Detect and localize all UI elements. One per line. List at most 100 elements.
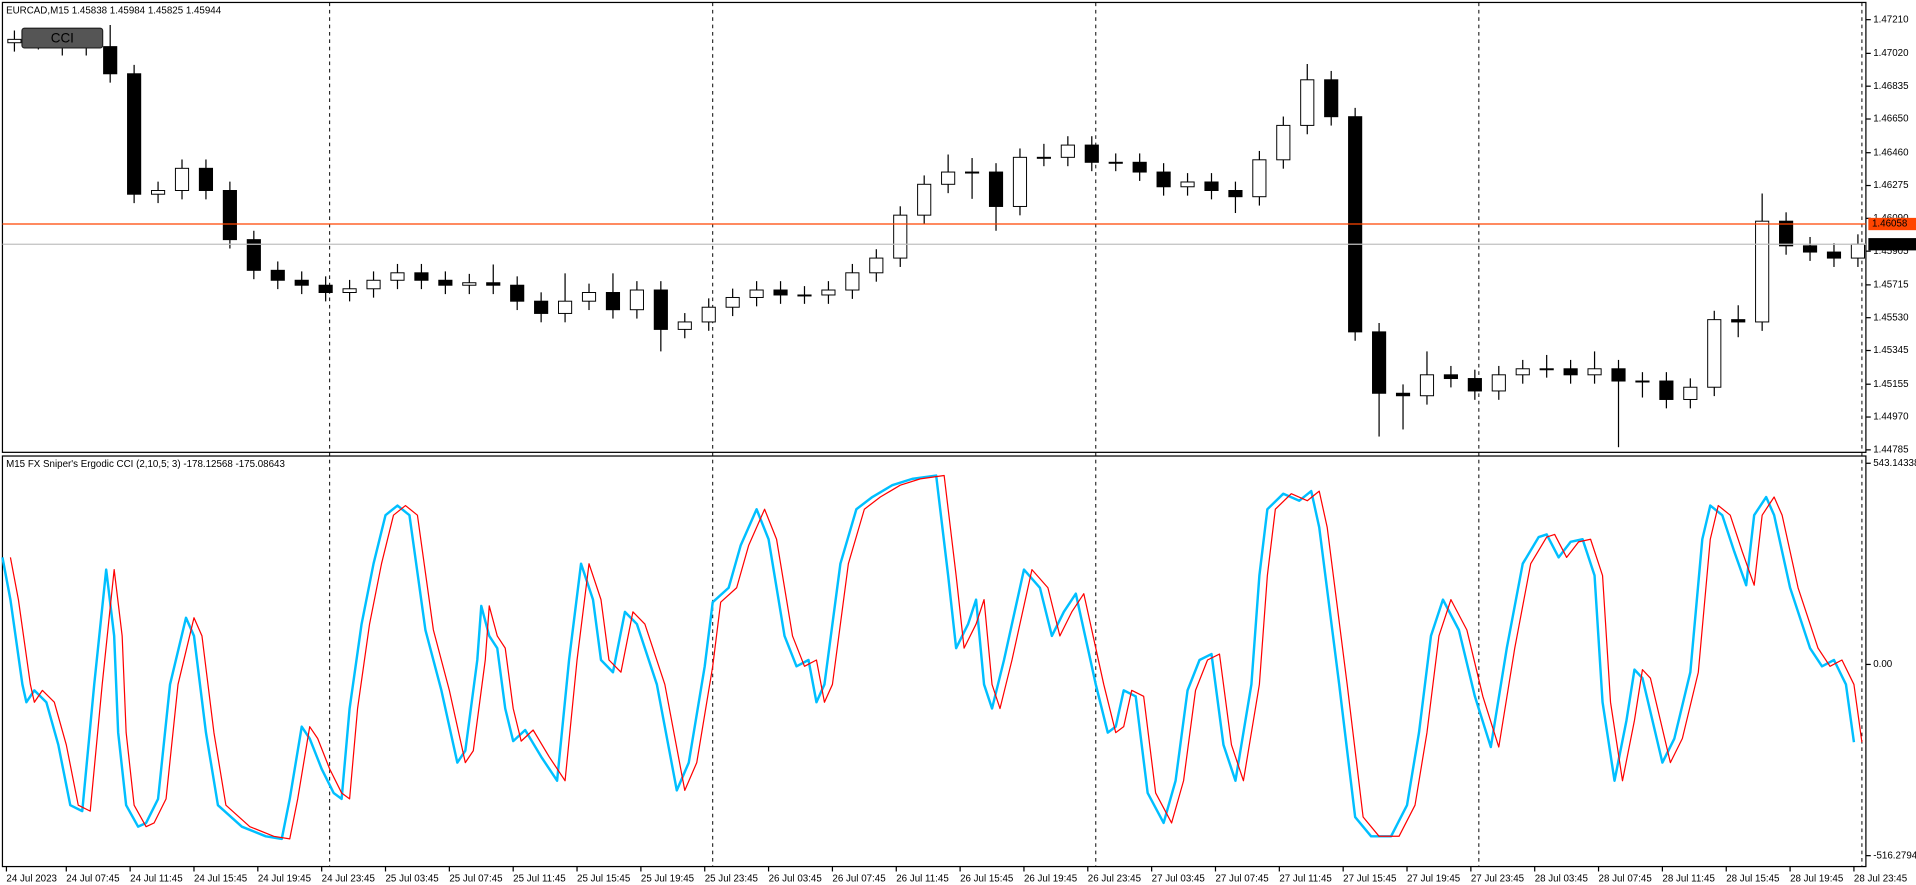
indicator-panel <box>1 455 1867 868</box>
x-tick-label: 28 Jul 15:45 <box>1726 873 1780 884</box>
candle-body <box>797 294 812 297</box>
x-tick-label: 26 Jul 07:45 <box>832 873 886 884</box>
candle-body <box>366 279 381 290</box>
x-tick-label: 28 Jul 07:45 <box>1599 873 1653 884</box>
x-tick-label: 27 Jul 19:45 <box>1407 873 1461 884</box>
y-tick-label: 1.45530 <box>1873 312 1909 323</box>
y-tick-label: 1.45905 <box>1873 246 1909 257</box>
candle-body <box>318 284 333 293</box>
candle-body <box>486 282 501 286</box>
candle-body <box>1180 181 1195 188</box>
candle-body <box>294 279 309 286</box>
y-tick-label: 1.46650 <box>1873 114 1909 125</box>
candle-body <box>1683 386 1698 400</box>
candle-body <box>510 284 525 302</box>
indicator-button-label[interactable]: CCI <box>51 30 74 45</box>
x-tick-label: 24 Jul 07:45 <box>66 873 120 884</box>
x-tick-label: 24 Jul 23:45 <box>322 873 376 884</box>
x-tick-label: 27 Jul 23:45 <box>1471 873 1525 884</box>
x-tick-label: 27 Jul 15:45 <box>1343 873 1397 884</box>
candle-body <box>342 288 357 293</box>
x-tick-label: 28 Jul 11:45 <box>1662 873 1715 884</box>
candle-body <box>1443 374 1458 380</box>
candle-body <box>725 296 740 308</box>
candle-body <box>198 167 214 191</box>
y-tick-label: 1.46275 <box>1873 180 1909 191</box>
candle-body <box>1491 374 1506 392</box>
candle-body <box>1731 319 1746 323</box>
y-tick-label: 1.44970 <box>1873 412 1909 423</box>
candle-body <box>1132 161 1147 173</box>
indicator-line <box>9 474 1863 840</box>
candle-body <box>1156 171 1171 188</box>
candle-body <box>1755 220 1770 323</box>
candle-body <box>174 167 190 191</box>
y-tick-label: 1.46460 <box>1873 147 1909 158</box>
candle-body <box>917 183 932 216</box>
x-tick-label: 25 Jul 11:45 <box>513 873 566 884</box>
x-tick-label: 26 Jul 15:45 <box>960 873 1014 884</box>
candle-body <box>1850 243 1865 259</box>
candle-body <box>438 279 453 286</box>
x-tick-label: 24 Jul 11:45 <box>130 873 183 884</box>
candle-body <box>1467 378 1482 392</box>
candle-body <box>270 269 285 281</box>
candle-body <box>653 289 668 330</box>
candle-body <box>246 239 261 271</box>
candle-body <box>1826 251 1842 259</box>
candle-body <box>893 214 908 259</box>
candle-body <box>1659 380 1674 400</box>
x-tick-label: 26 Jul 19:45 <box>1024 873 1078 884</box>
candle-body <box>1611 368 1626 382</box>
candle-body <box>1108 161 1123 164</box>
y-tick-label: 1.46835 <box>1873 81 1909 92</box>
y-tick-label: 0.00 <box>1873 659 1893 670</box>
candle-body <box>1587 368 1602 376</box>
indicator-button[interactable] <box>21 27 104 49</box>
candle-body <box>222 190 237 241</box>
candle-body <box>1300 79 1315 126</box>
candle-body <box>1252 159 1267 198</box>
candle-body <box>1539 368 1554 371</box>
candle-body <box>1779 220 1794 247</box>
candle-body <box>462 282 477 286</box>
x-tick-label: 26 Jul 23:45 <box>1088 873 1142 884</box>
y-tick-label: 1.45155 <box>1873 379 1909 390</box>
candle-body <box>581 292 597 302</box>
x-tick-label: 25 Jul 07:45 <box>449 873 503 884</box>
candle-body <box>941 171 956 185</box>
candle-body <box>1324 79 1339 118</box>
candle-body <box>557 300 573 314</box>
price-panel <box>1 1 1867 453</box>
price-label: 1.46058 <box>1872 219 1908 230</box>
y-tick-label: 543.14338 <box>1873 458 1916 469</box>
candle-body <box>629 289 644 311</box>
candle-body <box>103 46 118 75</box>
x-tick-label: 28 Jul 19:45 <box>1790 873 1844 884</box>
candle-body <box>127 73 142 195</box>
indicator-line <box>1 474 1856 841</box>
price-label-box <box>1868 217 1916 231</box>
candle-body <box>1276 124 1291 161</box>
y-tick-label: 1.47020 <box>1873 48 1909 59</box>
candle-body <box>749 289 764 298</box>
y-tick-label: 1.47210 <box>1873 14 1909 25</box>
x-tick-label: 25 Jul 15:45 <box>577 873 631 884</box>
y-tick-label: -516.27943 <box>1873 850 1916 861</box>
candle-body <box>1012 156 1028 207</box>
candle-body <box>869 257 884 274</box>
x-tick-label: 24 Jul 19:45 <box>258 873 312 884</box>
y-tick-label: 1.45345 <box>1873 345 1909 356</box>
x-tick-label: 28 Jul 03:45 <box>1535 873 1589 884</box>
x-tick-label: 28 Jul 23:45 <box>1854 873 1908 884</box>
y-tick-label: 1.44785 <box>1873 444 1909 455</box>
candle-body <box>1515 368 1530 376</box>
candle-body <box>150 190 166 195</box>
candle-body <box>1036 156 1051 159</box>
candle-body <box>1084 144 1099 163</box>
candle-body <box>965 171 980 174</box>
candle-body <box>605 292 621 311</box>
price-label: 1.45944 <box>1872 239 1908 250</box>
